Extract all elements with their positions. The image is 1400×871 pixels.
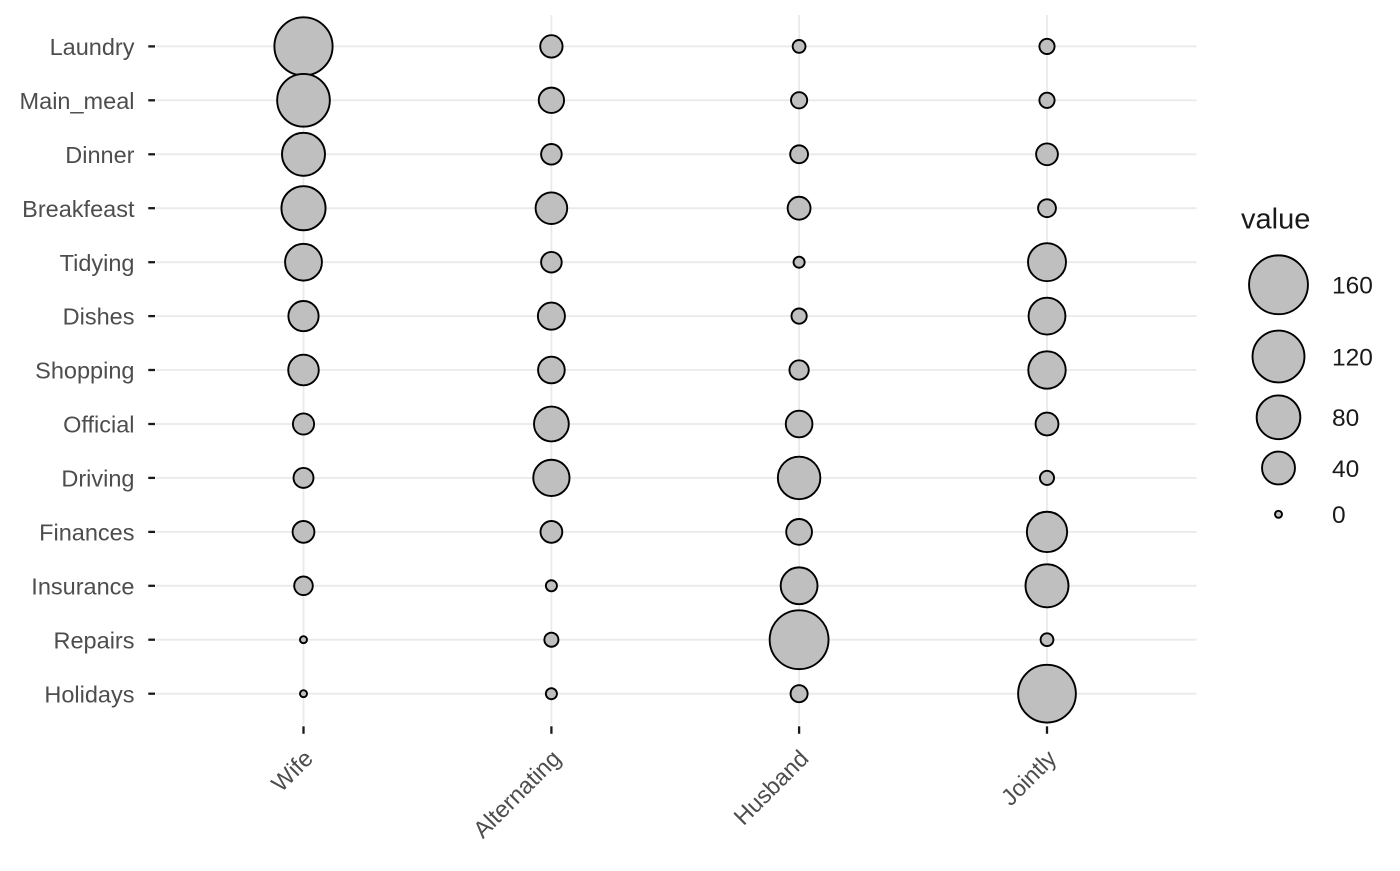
svg-text:Shopping: Shopping bbox=[35, 358, 134, 384]
svg-text:Dishes: Dishes bbox=[63, 304, 135, 330]
svg-text:0: 0 bbox=[1332, 502, 1346, 529]
svg-text:Insurance: Insurance bbox=[31, 573, 134, 599]
svg-text:Breakfeast: Breakfeast bbox=[22, 196, 135, 222]
svg-text:Finances: Finances bbox=[39, 520, 134, 546]
svg-text:value: value bbox=[1241, 204, 1310, 236]
svg-text:Dinner: Dinner bbox=[65, 142, 134, 168]
svg-text:Repairs: Repairs bbox=[54, 627, 135, 653]
svg-text:120: 120 bbox=[1332, 344, 1373, 371]
svg-text:Holidays: Holidays bbox=[44, 681, 134, 707]
svg-text:Tidying: Tidying bbox=[60, 250, 135, 276]
svg-text:80: 80 bbox=[1332, 405, 1359, 432]
svg-text:Driving: Driving bbox=[61, 466, 134, 492]
svg-text:40: 40 bbox=[1332, 456, 1359, 483]
svg-text:Official: Official bbox=[63, 412, 134, 438]
svg-text:Laundry: Laundry bbox=[50, 34, 135, 60]
svg-text:160: 160 bbox=[1332, 273, 1373, 300]
svg-text:Main_meal: Main_meal bbox=[20, 88, 135, 114]
